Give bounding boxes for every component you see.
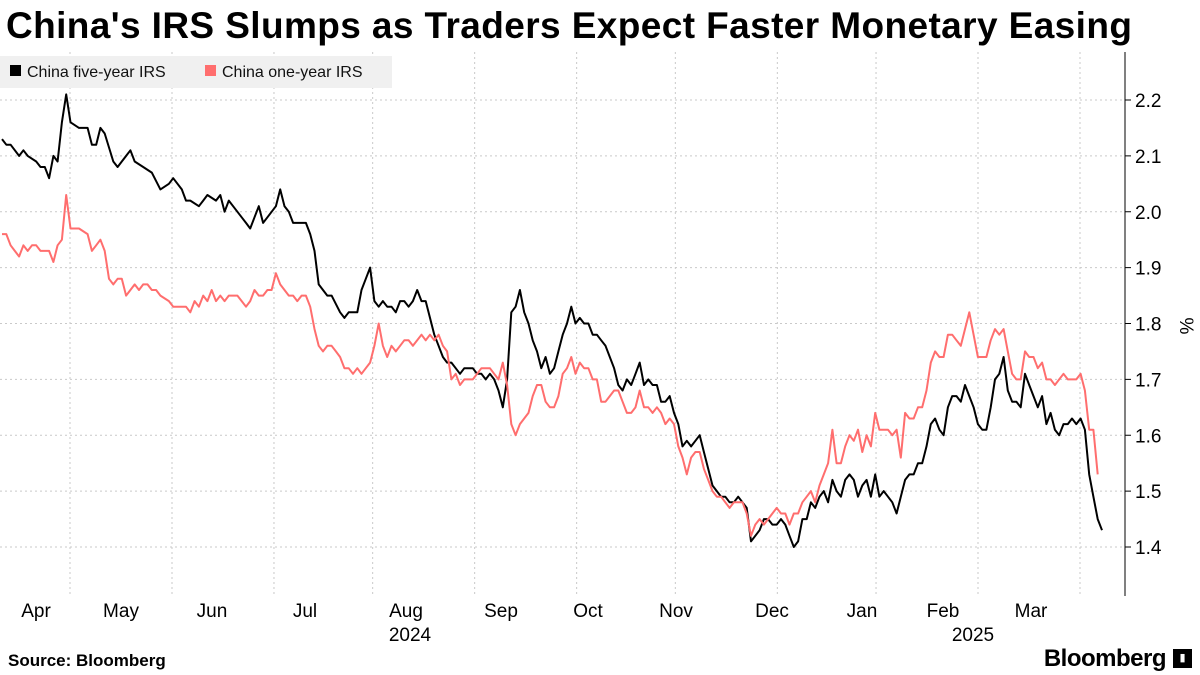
x-tick-label: Aug — [389, 601, 423, 622]
x-tick-label: Apr — [21, 601, 51, 622]
x-tick-label: Sep — [484, 601, 518, 622]
legend-label: China five-year IRS — [27, 64, 166, 81]
y-axis-label: % — [1175, 318, 1196, 335]
x-tick-label: Oct — [573, 601, 603, 622]
y-tick-label: 1.6 — [1135, 426, 1161, 447]
source-note: Source: Bloomberg — [8, 651, 166, 670]
x-tick-label: May — [103, 601, 139, 622]
y-tick-label: 2.2 — [1135, 91, 1161, 112]
brand-logo: Bloomberg — [1043, 645, 1167, 672]
x-tick-label: Dec — [755, 601, 789, 622]
y-tick-label: 2.0 — [1135, 203, 1161, 224]
y-tick-label: 1.5 — [1135, 482, 1161, 503]
x-tick-label: Nov — [659, 601, 693, 622]
legend-swatch — [205, 65, 216, 76]
y-tick-label: 1.7 — [1135, 370, 1161, 391]
x-tick-label: Jul — [293, 601, 317, 622]
y-tick-label: 1.8 — [1135, 315, 1161, 336]
x-tick-label: Jan — [847, 601, 878, 622]
x-tick-label: Mar — [1015, 601, 1048, 622]
legend-label: China one-year IRS — [222, 64, 363, 81]
legend-box — [0, 56, 392, 88]
x-tick-label: Jun — [197, 601, 228, 622]
terminal-icon: ▮ — [1173, 649, 1192, 668]
series-line-one-year — [2, 194, 1099, 537]
chart-title: China's IRS Slumps as Traders Expect Fas… — [6, 5, 1133, 46]
x-year-label: 2024 — [389, 625, 432, 646]
legend-swatch — [10, 65, 21, 76]
y-tick-label: 2.1 — [1135, 147, 1161, 168]
x-tick-label: Feb — [927, 601, 960, 622]
y-tick-label: 1.4 — [1135, 538, 1162, 559]
series-line-five-year — [1, 93, 1103, 548]
x-year-label: 2025 — [952, 625, 994, 646]
y-tick-label: 1.9 — [1135, 259, 1161, 280]
